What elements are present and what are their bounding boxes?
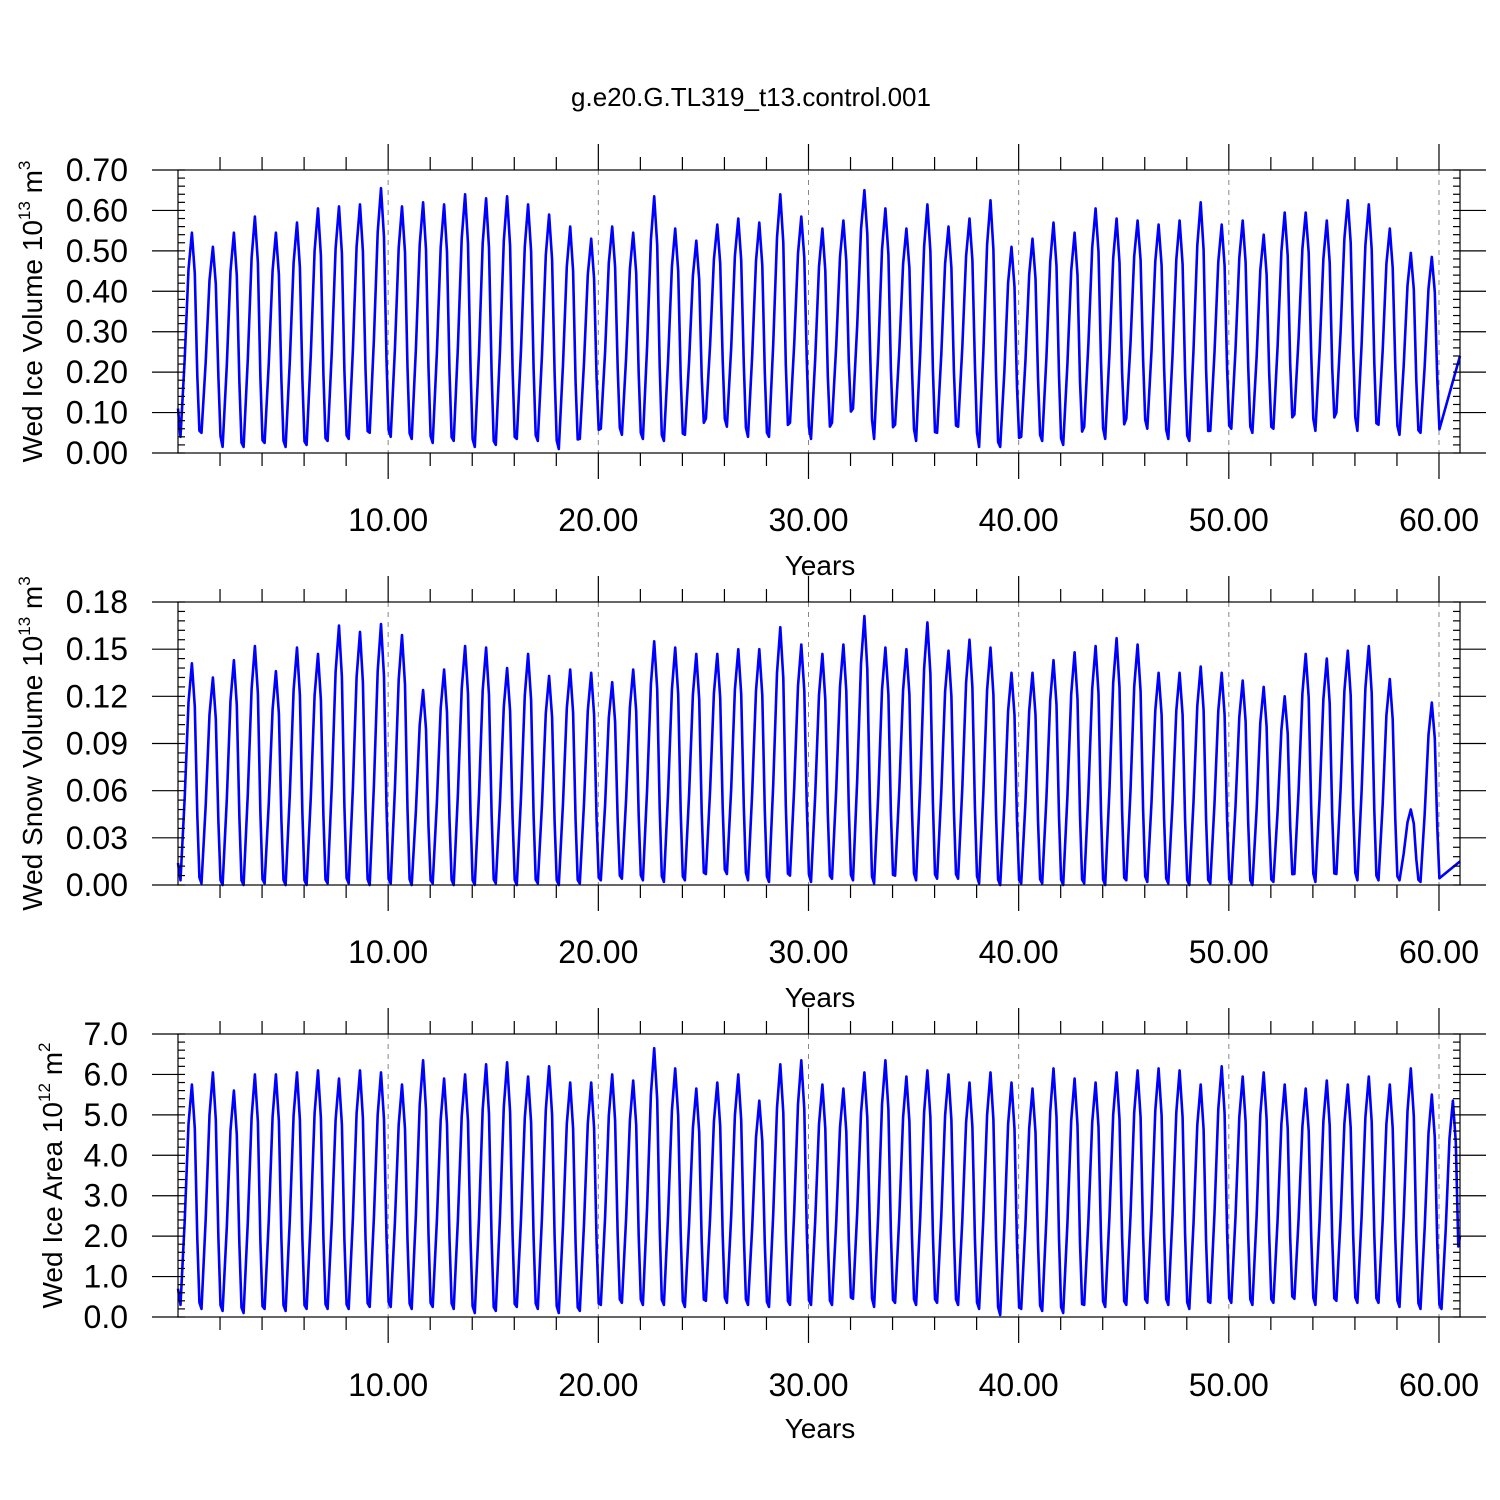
y-tick-label: 0.50: [66, 233, 128, 269]
y-tick-label: 0.12: [66, 678, 128, 714]
y-tick-label: 0.40: [66, 273, 128, 309]
x-tick-label: 50.00: [1189, 502, 1269, 538]
y-tick-label: 3.0: [84, 1178, 128, 1214]
y-axis-title: Wed Snow Volume 1013 m3: [15, 576, 48, 910]
data-series-line: [176, 186, 1462, 451]
plot-frame: [177, 1033, 1461, 1318]
y-tick-label: 0.10: [66, 395, 128, 431]
y-axis-title-unit: m: [17, 586, 48, 617]
y-axis-title-unit: m: [17, 170, 48, 201]
x-axis-title: Years: [785, 1413, 856, 1444]
figure-title: g.e20.G.TL319_t13.control.001: [571, 82, 931, 112]
x-tick-label: 40.00: [979, 502, 1059, 538]
x-tick-label: 60.00: [1399, 1367, 1479, 1403]
x-tick-label: 50.00: [1189, 1367, 1269, 1403]
y-tick-label: 0.0: [84, 1299, 128, 1335]
y-axis-title-exponent: 13: [15, 617, 34, 636]
x-tick-label: 40.00: [979, 1367, 1059, 1403]
y-tick-label: 6.0: [84, 1056, 128, 1092]
y-tick-label: 4.0: [84, 1137, 128, 1173]
x-tick-label: 40.00: [979, 934, 1059, 970]
y-tick-label: 0.20: [66, 354, 128, 390]
data-series-line: [176, 614, 1461, 887]
y-tick-label: 0.70: [66, 152, 128, 188]
y-tick-label: 0.15: [66, 631, 128, 667]
y-axis-title-unit-exponent: 3: [15, 576, 34, 585]
panel-snow-volume: 0.00 0.03 0.06 0.09 0.12 0.15 0.18 10.00 20.00 30…: [15, 576, 1486, 1013]
y-axis-title-unit-exponent: 3: [15, 161, 34, 170]
y-tick-label: 0.60: [66, 192, 128, 228]
x-axis-title: Years: [785, 982, 856, 1013]
x-tick-label: 30.00: [768, 1367, 848, 1403]
y-tick-label: 0.03: [66, 820, 128, 856]
y-axis-title-unit: m: [37, 1052, 68, 1083]
x-tick-label: 20.00: [558, 502, 638, 538]
x-axis-title: Years: [785, 550, 856, 581]
x-tick-label: 30.00: [768, 934, 848, 970]
y-tick-label: 0.09: [66, 726, 128, 762]
y-tick-label: 7.0: [84, 1016, 128, 1052]
panel-ice-volume: 0.00 0.10 0.20 0.30 0.40 0.50 0.60 0.70 10.00 20.…: [15, 144, 1486, 581]
y-axis-title: Wed Ice Area 1012 m2: [35, 1043, 68, 1309]
panel-ice-area: 0.0 1.0 2.0 3.0 4.0 5.0 6.0 7.0 10.00 20.00 30.00 4…: [35, 1008, 1486, 1444]
y-tick-label: 0.18: [66, 584, 128, 620]
x-tick-label: 10.00: [348, 502, 428, 538]
y-axis-title: Wed Ice Volume 1013 m3: [15, 161, 48, 463]
y-tick-label: 0.30: [66, 314, 128, 350]
y-tick-label: 5.0: [84, 1097, 128, 1133]
y-axis-title-exponent: 13: [15, 201, 34, 220]
y-tick-label: 1.0: [84, 1259, 128, 1295]
x-tick-label: 50.00: [1189, 934, 1269, 970]
y-tick-label: 0.06: [66, 773, 128, 809]
y-tick-label: 0.00: [66, 435, 128, 471]
y-axis-title-unit-exponent: 2: [35, 1043, 54, 1052]
y-axis-title-base: Wed Ice Area 10: [37, 1102, 68, 1309]
y-axis-title-exponent: 12: [35, 1083, 54, 1102]
x-tick-label: 10.00: [348, 1367, 428, 1403]
y-axis-title-base: Wed Snow Volume 10: [17, 636, 48, 911]
x-tick-label: 20.00: [558, 934, 638, 970]
plot-frame: [177, 169, 1461, 454]
x-tick-label: 20.00: [558, 1367, 638, 1403]
data-series-line: [176, 1046, 1462, 1317]
y-tick-label: 2.0: [84, 1218, 128, 1254]
y-tick-label: 0.00: [66, 867, 128, 903]
y-axis-title-base: Wed Ice Volume 10: [17, 220, 48, 462]
x-tick-label: 10.00: [348, 934, 428, 970]
x-tick-label: 30.00: [768, 502, 848, 538]
x-tick-label: 60.00: [1399, 934, 1479, 970]
x-tick-label: 60.00: [1399, 502, 1479, 538]
